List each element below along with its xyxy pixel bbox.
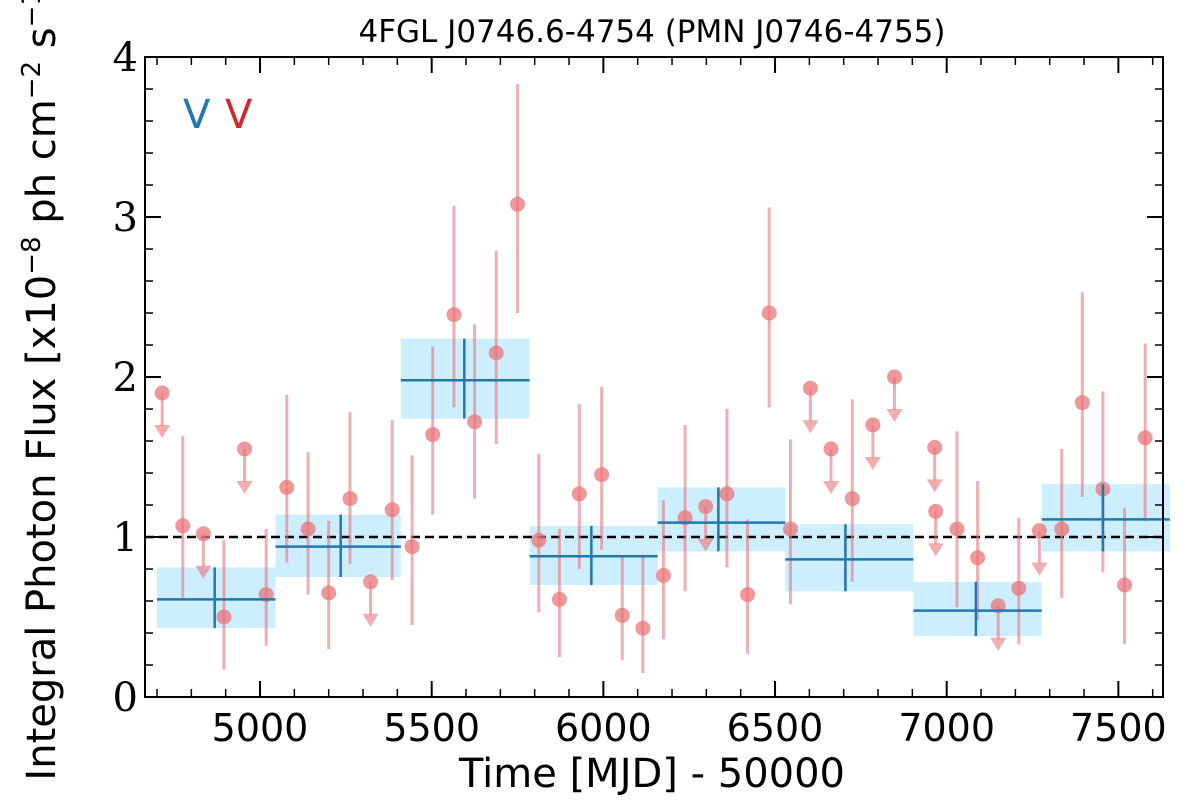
y-tick-label: 0 — [113, 675, 138, 721]
y-axis-label: Integral Photon Flux [x10−8 ph cm−2 s−1] — [17, 0, 65, 781]
upper-limit-arrow — [802, 420, 819, 434]
legend-entry-binned: V — [183, 92, 211, 138]
x-tick-label: 7000 — [898, 706, 995, 750]
fine-point — [551, 591, 567, 607]
fine-point — [446, 307, 462, 323]
upper-limit-arrow — [154, 425, 171, 438]
upper-limit-arrow — [697, 538, 714, 552]
x-tick-label: 6500 — [727, 706, 824, 750]
y-axis-label-exp2: −2 — [17, 61, 47, 99]
y-axis-label-s: s — [19, 27, 65, 61]
x-axis-label: Time [MJD] - 50000 — [458, 751, 845, 797]
fine-point — [928, 503, 944, 519]
fine-point — [740, 587, 756, 603]
fine-point — [488, 345, 504, 361]
fine-point — [949, 521, 965, 537]
fine-point — [614, 607, 630, 623]
fine-point — [865, 417, 881, 433]
fine-point — [782, 521, 798, 537]
upper-limit-arrow — [864, 457, 881, 470]
y-tick-label: 3 — [113, 195, 138, 241]
fine-point — [237, 441, 253, 457]
x-tick-label: 6000 — [555, 706, 652, 750]
upper-limit-arrow — [362, 613, 379, 627]
fine-point — [571, 486, 587, 502]
fine-point — [195, 526, 211, 542]
plot-layer — [145, 84, 1170, 673]
chart-title: 4FGL J0746.6-4754 (PMN J0746-4755) — [358, 14, 945, 50]
fine-point — [719, 486, 735, 502]
upper-limit-arrow — [822, 481, 839, 494]
fine-point — [1031, 523, 1047, 539]
fine-point — [823, 441, 839, 457]
fine-point — [384, 502, 400, 518]
upper-limit-arrow — [195, 565, 212, 579]
y-axis-label-exp3: −1 — [17, 0, 47, 27]
x-tick-label: 5000 — [212, 706, 309, 750]
y-axis-label-exp1: −8 — [17, 236, 47, 274]
legend-entry-fine: V — [225, 92, 253, 138]
fine-point — [970, 550, 986, 566]
fine-point — [761, 305, 777, 321]
y-axis-label-main: Integral Photon Flux [x10 — [19, 275, 65, 781]
fine-point — [300, 521, 316, 537]
ticks-layer: 5000 5500 6000 6500 7000 7500 0 1 2 3 4 — [113, 35, 1167, 750]
fine-point — [321, 585, 337, 601]
fine-point — [467, 414, 483, 430]
fine-point — [844, 491, 860, 507]
y-tick-label: 2 — [113, 355, 138, 401]
fine-point — [175, 518, 191, 534]
upper-limit-arrow — [927, 543, 944, 557]
upper-limit-arrow — [236, 481, 253, 494]
upper-limit-arrow — [886, 409, 903, 422]
fine-point — [1011, 580, 1027, 596]
fine-point — [635, 620, 651, 636]
fine-point — [594, 467, 610, 483]
fine-point — [1054, 521, 1070, 537]
x-tick-label: 5500 — [383, 706, 480, 750]
legend: V V — [183, 92, 253, 138]
y-tick-label: 1 — [113, 515, 138, 561]
fine-point — [698, 499, 714, 515]
fine-point — [887, 369, 903, 385]
y-tick-label: 4 — [113, 35, 138, 81]
fine-point — [279, 479, 295, 495]
binned-band — [785, 524, 914, 592]
x-tick-label: 7500 — [1070, 706, 1167, 750]
fine-point — [404, 539, 420, 555]
fine-point — [802, 380, 818, 396]
y-axis-label-mid: ph cm — [19, 99, 65, 236]
upper-limit-arrow — [990, 637, 1007, 651]
fine-point — [425, 427, 441, 443]
fine-point — [1137, 430, 1153, 446]
fine-point — [927, 439, 943, 455]
fine-point — [363, 574, 379, 590]
upper-limit-arrow — [926, 479, 943, 493]
fine-point — [342, 491, 358, 507]
fine-point — [531, 532, 547, 548]
fine-point — [655, 567, 671, 583]
upper-limit-arrow — [1031, 562, 1048, 576]
fine-point — [154, 385, 170, 401]
fine-point — [1117, 577, 1133, 593]
fine-point — [1074, 395, 1090, 411]
fine-point — [510, 196, 526, 212]
fine-point — [216, 609, 232, 625]
binned-band — [157, 567, 276, 629]
